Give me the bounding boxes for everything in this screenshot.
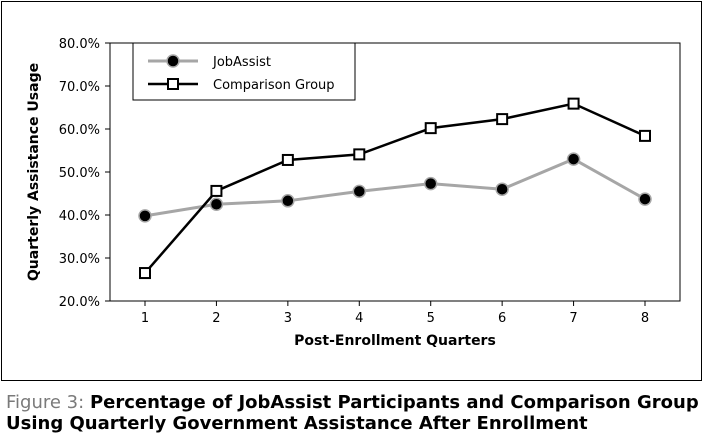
legend-marker-jobassist [166,54,180,68]
chart-axes: 20.0% 30.0% 40.0% 50.0% 60.0% 70.0% 80.0% 1 2 3 4 5… [59,37,681,326]
data-point-comparison-group [281,153,294,166]
series-comparison-group [139,97,651,280]
data-point-jobassist [638,192,652,206]
line-chart: 20.0% 30.0% 40.0% 50.0% 60.0% 70.0% 80.0% 1 2 3 4 5… [26,37,681,349]
series-line-jobassist [144,157,646,218]
data-point-jobassist [281,194,295,208]
x-tick-label: 2 [212,311,220,326]
data-point-comparison-group [496,113,509,126]
x-axis-title: Post-Enrollment Quarters [294,333,496,349]
y-tick-label: 60.0% [59,123,100,138]
y-tick-label: 30.0% [59,252,100,267]
data-point-comparison-group [353,148,366,161]
y-axis-title: Quarterly Assistance Usage [26,63,42,281]
legend-label-jobassist: JobAssist [212,55,271,70]
data-point-comparison-group [639,129,651,142]
data-point-jobassist [352,184,367,199]
legend-marker-comparison-group [167,78,179,90]
y-tick-label: 70.0% [59,80,100,95]
data-point-jobassist [209,197,224,211]
data-point-jobassist [495,182,509,196]
data-point-comparison-group [210,184,223,197]
series-jobassist [138,152,652,223]
chart-series [138,97,652,280]
x-tick-label: 3 [284,311,292,326]
x-tick-label: 5 [427,311,435,326]
data-point-comparison-group [424,122,437,135]
x-tick-label: 7 [569,311,577,326]
legend-box [132,42,356,101]
data-point-jobassist [566,152,581,166]
figure-caption: Figure 3: Percentage of JobAssist Partic… [6,392,701,434]
data-point-jobassist [423,176,438,191]
figure-label: Figure 3: [6,392,85,413]
series-line-comparison-group [144,102,646,274]
data-point-jobassist [138,209,152,223]
figure-caption-text: Percentage of JobAssist Participants and… [6,392,699,434]
data-point-comparison-group [139,267,151,280]
x-tick-label: 1 [141,311,149,326]
x-tick-label: 6 [498,311,506,326]
x-tick-label: 4 [355,311,363,326]
x-tick-label: 8 [641,311,649,326]
y-tick-label: 40.0% [59,209,100,224]
chart-legend: JobAssist Comparison Group [132,42,356,101]
y-tick-label: 50.0% [59,166,100,181]
y-tick-label: 80.0% [59,37,100,52]
y-tick-label: 20.0% [59,295,100,310]
data-point-comparison-group [567,97,580,110]
legend-label-comparison-group: Comparison Group [213,78,335,93]
